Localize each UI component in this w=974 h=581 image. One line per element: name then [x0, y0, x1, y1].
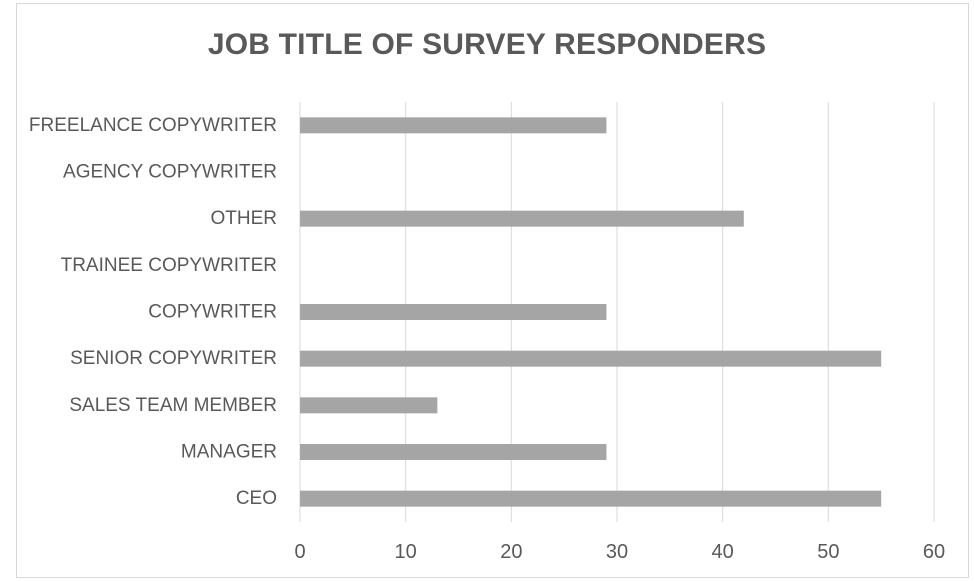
bar — [300, 304, 607, 320]
x-tick-label: 0 — [294, 541, 305, 563]
bar — [300, 397, 438, 414]
bar — [300, 117, 607, 134]
x-tick-label: 30 — [606, 541, 628, 563]
category-label: COPYWRITER — [148, 302, 277, 323]
category-label: MANAGER — [181, 442, 277, 463]
category-label: TRAINEE COPYWRITER — [61, 255, 277, 276]
category-label: CEO — [236, 488, 277, 509]
category-label: AGENCY COPYWRITER — [63, 162, 277, 183]
bars — [300, 117, 882, 507]
chart-title: JOB TITLE OF SURVEY RESPONDERS — [207, 28, 767, 61]
category-label: SALES TEAM MEMBER — [69, 395, 277, 416]
bar — [300, 490, 882, 507]
x-tick-label: 50 — [817, 541, 839, 563]
category-label: OTHER — [211, 208, 278, 229]
x-tick-label: 40 — [712, 541, 734, 563]
category-label: SENIOR COPYWRITER — [70, 348, 277, 369]
bar — [300, 210, 744, 227]
chart-frame — [16, 3, 969, 578]
x-tick-label: 10 — [395, 541, 417, 563]
bar — [300, 350, 882, 367]
x-tick-label: 60 — [923, 541, 945, 563]
x-tick-label: 20 — [500, 541, 522, 563]
tick-labels: 0 10 20 30 40 50 60 — [294, 541, 945, 563]
category-label: FREELANCE COPYWRITER — [29, 115, 277, 136]
bar — [300, 444, 607, 460]
category-labels: CEO MANAGER SALES TEAM MEMBER SENIOR COPYWR… — [29, 115, 277, 509]
